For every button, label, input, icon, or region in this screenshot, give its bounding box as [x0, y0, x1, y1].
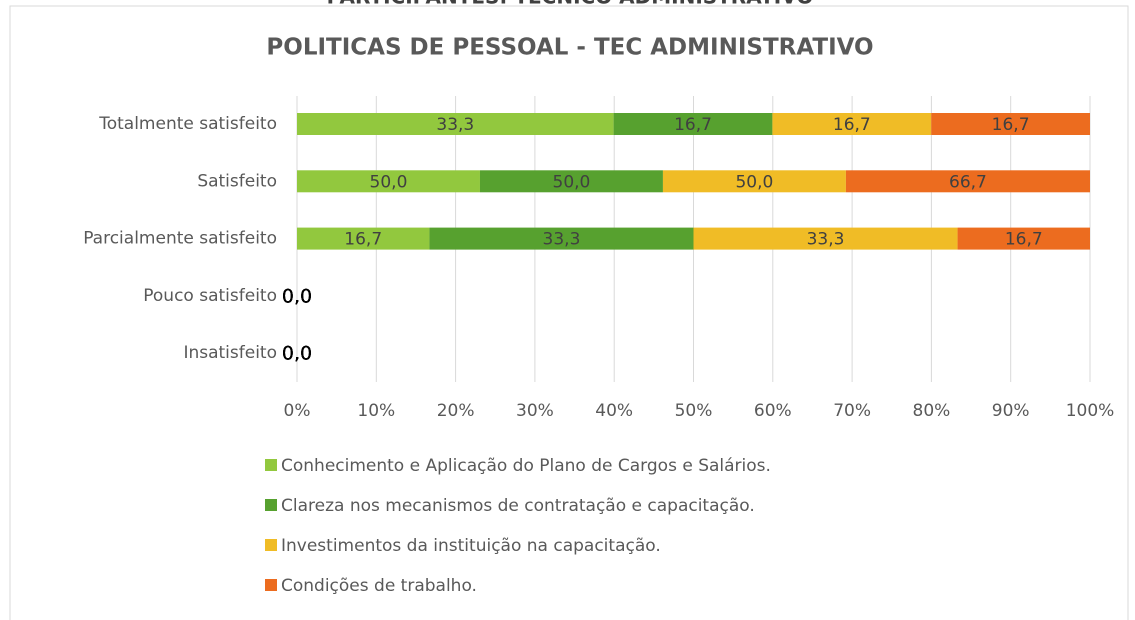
x-tick-label: 20%: [437, 401, 475, 421]
chart-title: POLITICAS DE PESSOAL - TEC ADMINISTRATIV…: [266, 35, 873, 61]
x-tick-label: 90%: [992, 401, 1030, 421]
bar-segment: [429, 227, 694, 250]
data-label: 33,3: [436, 115, 474, 135]
data-label: 0,0: [282, 285, 312, 307]
chart-frame: [9, 5, 1129, 620]
y-tick-label: Parcialmente satisfeito: [83, 229, 277, 249]
legend-label: Condições de trabalho.: [281, 576, 477, 596]
bar-segment: [693, 227, 958, 250]
page-header: PARTICIPANTES: TÉCNICO ADMINISTRATIVO: [327, 0, 814, 9]
bar-segment: [662, 170, 846, 193]
legend-label: Clareza nos mecanismos de contratação e …: [281, 496, 755, 516]
data-label: 16,7: [674, 115, 712, 135]
bar-segment: [772, 113, 932, 135]
x-tick-label: 10%: [357, 401, 395, 421]
data-label: 16,7: [833, 115, 871, 135]
x-tick-label: 30%: [516, 401, 554, 421]
bar-segment: [297, 227, 430, 250]
data-label: 0,0: [282, 285, 312, 307]
legend-label: Conhecimento e Aplicação do Plano de Car…: [281, 456, 771, 476]
bar-segment: [297, 170, 480, 193]
y-tick-label: Totalmente satisfeito: [98, 114, 277, 134]
legend-swatch: [265, 539, 277, 551]
y-tick-label: Satisfeito: [197, 171, 277, 191]
data-label: 33,3: [543, 230, 581, 250]
legend-label: Investimentos da instituição na capacita…: [281, 536, 661, 556]
data-label: 66,7: [949, 172, 987, 192]
x-tick-label: 50%: [675, 401, 713, 421]
bar-segment: [479, 170, 663, 193]
data-label: 50,0: [553, 172, 591, 192]
data-label: 16,7: [344, 230, 382, 250]
x-tick-label: 100%: [1066, 401, 1115, 421]
bar-segment: [845, 170, 1090, 193]
bar-segment: [297, 113, 614, 135]
x-tick-label: 70%: [833, 401, 871, 421]
bar-segment: [957, 227, 1090, 250]
bar-segment: [931, 113, 1090, 135]
x-tick-label: 60%: [754, 401, 792, 421]
data-label: 16,7: [992, 115, 1030, 135]
data-label: 0,0: [282, 343, 312, 365]
data-label: 50,0: [370, 172, 408, 192]
y-tick-label: Pouco satisfeito: [143, 286, 277, 306]
x-tick-label: 40%: [595, 401, 633, 421]
bar-segment: [613, 113, 773, 135]
x-tick-label: 80%: [913, 401, 951, 421]
data-label: 50,0: [735, 172, 773, 192]
legend-swatch: [265, 459, 277, 471]
data-label: 0,0: [282, 343, 312, 365]
y-tick-label: Insatisfeito: [183, 343, 277, 363]
data-label: 33,3: [807, 230, 845, 250]
data-label: 0,0: [282, 285, 312, 307]
legend-swatch: [265, 579, 277, 591]
legend-swatch: [265, 499, 277, 511]
data-label: 0,0: [282, 285, 312, 307]
data-label: 0,0: [282, 343, 312, 365]
data-label: 16,7: [1005, 230, 1043, 250]
data-label: 0,0: [282, 343, 312, 365]
x-tick-label: 0%: [284, 401, 311, 421]
